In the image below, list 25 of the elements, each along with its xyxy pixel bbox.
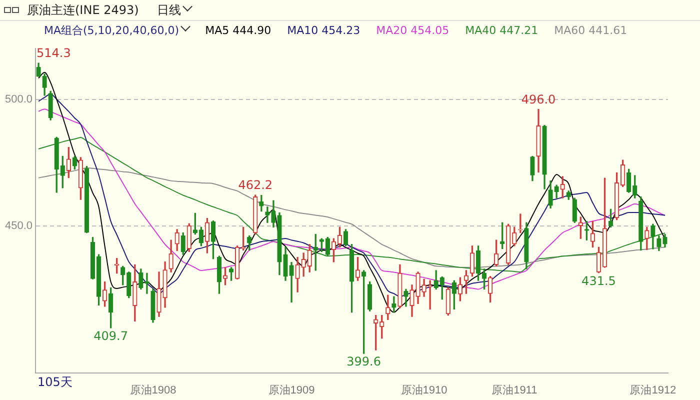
candlestick xyxy=(265,206,270,223)
x-tick-label: 原油1910 xyxy=(400,383,448,396)
x-tick-label: 原油1911 xyxy=(492,383,538,396)
line-series xyxy=(38,137,666,272)
text: 409.7 xyxy=(94,329,128,344)
chart-title: 原油主连(INE 2493) xyxy=(27,2,139,18)
x-tick-label: 原油1908 xyxy=(130,383,176,396)
text: 462.2 xyxy=(238,178,273,192)
text: MA60 441.61 xyxy=(554,24,628,36)
y-tick-label: 450.0 xyxy=(4,220,33,232)
text: MA40 447.21 xyxy=(465,24,538,36)
text: 431.5 xyxy=(582,274,616,288)
x-tick-label: 原油1909 xyxy=(268,383,315,396)
text: 496.0 xyxy=(521,92,556,107)
text: 514.3 xyxy=(36,46,71,60)
candlestick xyxy=(428,280,432,310)
y-tick-label: 500.0 xyxy=(4,93,33,106)
text: MA20 454.05 xyxy=(376,24,450,36)
text: 105天 xyxy=(38,374,72,389)
text: MA5 444.90 xyxy=(205,24,272,36)
text: 日线 xyxy=(156,2,182,18)
x-tick-label: 原油1912 xyxy=(630,383,676,396)
text: MA组合(5,10,20,40,60,0) xyxy=(44,22,180,38)
text: 399.6 xyxy=(346,354,381,369)
text: MA10 454.23 xyxy=(287,24,360,36)
